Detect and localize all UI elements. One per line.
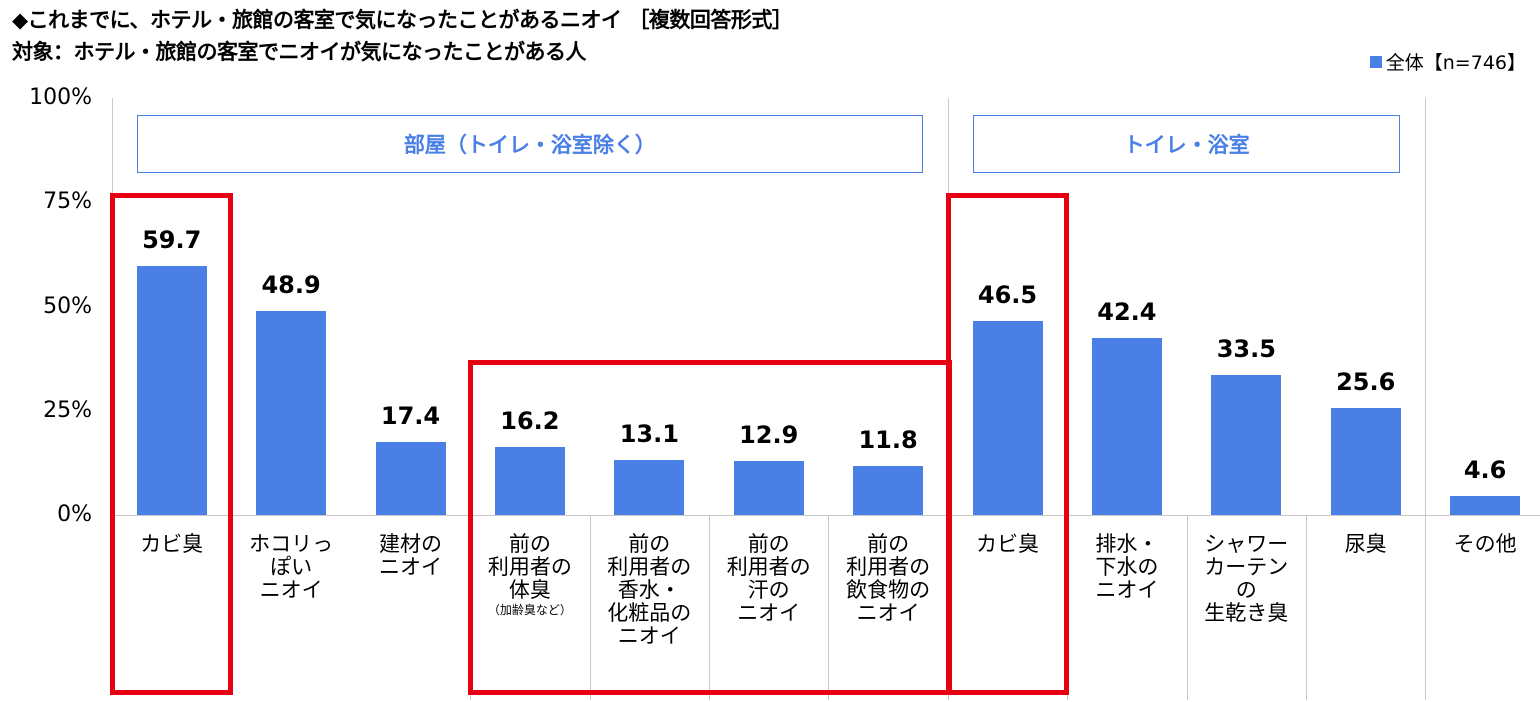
- x-tick-label-line: 化粧品の: [607, 601, 692, 625]
- x-tick-label-line: ニオイ: [259, 578, 323, 602]
- bar-value-label: 16.2: [500, 407, 560, 436]
- x-tick-label-line: 建材の: [379, 532, 442, 556]
- x-tick-label-line: 排水・: [1095, 532, 1159, 556]
- y-tick-label: 25%: [43, 397, 92, 423]
- bar-value-label: 12.9: [739, 421, 799, 450]
- x-tick-label: ホコリっ ぽい ニオイ: [232, 533, 350, 602]
- x-tick-label-line: 前の: [628, 532, 671, 556]
- x-tick-label: 前の 利用者の 体臭 （加齢臭など）: [471, 533, 589, 618]
- x-tick-label-line: の: [1235, 578, 1257, 602]
- x-tick-label-line: カビ臭: [976, 532, 1039, 556]
- bar-value-label: 17.4: [380, 402, 441, 431]
- x-tick-label-line: 生乾き臭: [1204, 601, 1289, 625]
- x-tick-label: 尿臭: [1307, 533, 1425, 556]
- bar-value-label: 25.6: [1336, 368, 1396, 397]
- bar: [1211, 375, 1282, 515]
- group-label-box: トイレ・浴室: [972, 115, 1401, 173]
- bar: [614, 460, 685, 515]
- legend-swatch: [1369, 55, 1382, 68]
- x-tick-label-line: 利用者の: [487, 555, 572, 579]
- chart-title: ◆これまでに、ホテル・旅館の客室で気になったことがあるニオイ ［複数回答形式］: [12, 8, 793, 32]
- x-tick-label-line: 尿臭: [1344, 532, 1387, 556]
- bar-value-label: 11.8: [858, 425, 918, 454]
- category-divider: [589, 515, 591, 700]
- legend: 全体【n=746】: [1369, 48, 1526, 75]
- x-tick-label-line: カビ臭: [140, 532, 204, 556]
- x-tick-label-line: 前の: [867, 532, 910, 556]
- x-tick-label-line: 汗の: [747, 578, 790, 602]
- bar: [1450, 495, 1521, 515]
- x-tick-label-line: 利用者の: [726, 555, 811, 579]
- x-tick-label-line: 利用者の: [607, 555, 692, 579]
- x-tick-label-line: 利用者の: [846, 555, 931, 579]
- x-tick-label-note: （加齢臭など）: [487, 603, 572, 617]
- x-tick-label-line: 前の: [508, 532, 551, 556]
- bar: [1330, 408, 1401, 515]
- bar: [136, 266, 207, 515]
- category-divider: [828, 515, 830, 700]
- x-tick-label: 建材の ニオイ: [352, 533, 470, 579]
- highlight-frame: [110, 193, 234, 695]
- y-tick-label: 75%: [43, 189, 92, 215]
- bar-value-label: 59.7: [142, 226, 202, 255]
- x-tick-label: 前の 利用者の 香水・ 化粧品の ニオイ: [590, 533, 708, 648]
- bar: [375, 442, 446, 515]
- chart-subtitle: 対象：ホテル・旅館の客室でニオイが気になったことがある人: [12, 40, 587, 64]
- x-tick-label: 前の 利用者の 汗の ニオイ: [710, 533, 828, 625]
- x-tick-label-line: 下水の: [1095, 555, 1159, 579]
- bar: [1091, 338, 1162, 515]
- bar-value-label: 33.5: [1216, 335, 1276, 364]
- category-divider: [1186, 515, 1188, 700]
- y-tick-label: 0%: [57, 502, 92, 527]
- x-tick-label-line: 前の: [747, 532, 790, 556]
- x-tick-label-line: カーテン: [1204, 555, 1289, 579]
- bar-value-label: 13.1: [619, 420, 679, 449]
- bar-value-label: 48.9: [261, 271, 321, 300]
- legend-label: 全体【n=746】: [1385, 52, 1526, 74]
- x-tick-label: その他: [1426, 533, 1540, 556]
- x-axis-line: [112, 515, 1540, 516]
- highlight-frame: [945, 193, 1070, 695]
- category-divider: [1306, 515, 1307, 700]
- bar: [256, 311, 327, 515]
- x-tick-label: シャワー カーテンの生乾き臭: [1187, 533, 1305, 625]
- bar-value-label: 46.5: [977, 281, 1038, 310]
- x-tick-label-line: ニオイ: [1095, 578, 1159, 602]
- bar: [972, 321, 1043, 515]
- x-tick-label-line: ホコリっ: [249, 532, 334, 556]
- x-tick-label-line: 体臭: [508, 578, 551, 602]
- x-tick-label-line: ニオイ: [379, 555, 442, 579]
- x-tick-label-line: その他: [1453, 532, 1517, 556]
- category-divider: [709, 515, 710, 700]
- x-tick-label-line: ぽい: [270, 555, 313, 579]
- y-tick-label: 50%: [43, 293, 92, 319]
- category-divider: [1425, 98, 1427, 700]
- x-tick-label: カビ臭: [113, 533, 231, 556]
- bar-value-label: 42.4: [1097, 298, 1157, 327]
- x-tick-label-line: シャワー: [1204, 532, 1289, 556]
- bar: [733, 461, 804, 515]
- x-tick-label-line: ニオイ: [617, 624, 681, 648]
- x-tick-label-line: ニオイ: [737, 601, 801, 625]
- x-tick-label-line: 香水・: [617, 578, 681, 602]
- bar-value-label: 4.6: [1463, 455, 1507, 484]
- x-tick-label: カビ臭: [949, 533, 1067, 556]
- x-tick-label-line: ニオイ: [856, 601, 920, 625]
- x-tick-label-line: 飲食物の: [846, 578, 931, 602]
- x-tick-label: 排水・ 下水の ニオイ: [1068, 533, 1186, 602]
- highlight-frame: [468, 360, 952, 695]
- y-tick-label: 100%: [29, 85, 92, 110]
- x-tick-label: 前の 利用者の 飲食物の ニオイ: [829, 533, 947, 625]
- bar: [494, 447, 565, 515]
- bar: [853, 465, 924, 515]
- group-label-box: 部屋（トイレ・浴室除く）: [137, 115, 923, 173]
